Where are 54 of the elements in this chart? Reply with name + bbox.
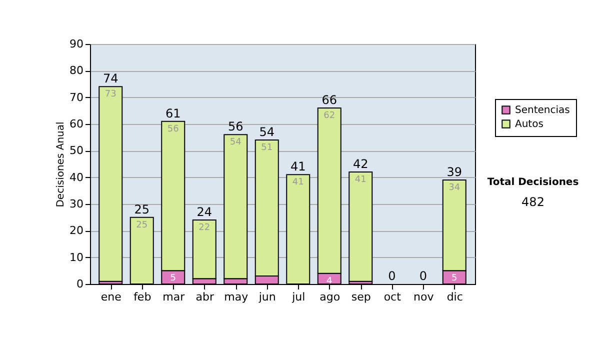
x-tick-label: mar xyxy=(162,290,186,304)
data-label: 5 xyxy=(170,274,176,284)
x-tick-label: jun xyxy=(258,290,276,304)
text: 482 xyxy=(522,195,544,209)
y-axis-title: Decisiones Anual xyxy=(56,122,67,208)
y-tick-label: 40 xyxy=(70,170,84,184)
total-label: 56 xyxy=(228,120,244,134)
y-tick-label: 20 xyxy=(70,224,84,238)
y-tick-label: 0 xyxy=(76,278,84,290)
x-tick-label: jul xyxy=(291,290,306,304)
data-label: 54 xyxy=(230,138,242,148)
x-tick-label: ago xyxy=(320,290,340,304)
x-tick-label: ene xyxy=(100,290,122,304)
total-label: 66 xyxy=(322,93,338,107)
y-tick-label: 90 xyxy=(70,38,84,50)
total-label: 0 xyxy=(388,269,396,283)
y-tick-label: 60 xyxy=(70,118,84,130)
data-label: 73 xyxy=(104,90,116,100)
data-label: 5 xyxy=(452,274,458,284)
data-label: 34 xyxy=(448,183,460,193)
y-tick-label: 70 xyxy=(70,90,84,104)
total-label: 24 xyxy=(196,205,212,219)
data-label: 41 xyxy=(292,178,304,188)
text: Total Decisiones xyxy=(487,177,579,188)
total-label: 42 xyxy=(352,157,368,171)
total-label: 54 xyxy=(259,125,275,139)
x-tick-label: feb xyxy=(134,290,152,304)
x-tick-label: sep xyxy=(351,290,371,304)
x-tick-label: abr xyxy=(196,290,214,304)
data-label: 4 xyxy=(326,276,333,286)
y-tick-label: 30 xyxy=(70,198,84,210)
x-tick-label: nov xyxy=(414,290,434,304)
x-tick-label: may xyxy=(224,290,249,304)
x-tick-label: dic xyxy=(446,290,463,304)
bar xyxy=(98,86,123,282)
y-tick-label: 50 xyxy=(70,144,84,158)
data-label: 22 xyxy=(198,223,210,233)
total-label: 39 xyxy=(446,165,462,179)
total-label: 61 xyxy=(165,106,181,120)
total-label: 41 xyxy=(290,160,306,174)
data-label: 51 xyxy=(261,143,273,153)
legend-label: Autos xyxy=(515,119,544,130)
data-label: 56 xyxy=(167,124,180,134)
total-label: 74 xyxy=(102,72,118,86)
data-label: 25 xyxy=(136,220,148,230)
bar xyxy=(348,172,373,282)
data-label: 62 xyxy=(324,111,336,121)
total-label: 0 xyxy=(419,269,427,283)
y-tick-label: 10 xyxy=(70,250,84,264)
legend-label: Sentencias xyxy=(515,105,570,116)
y-tick-label: 80 xyxy=(70,64,84,78)
data-label: 41 xyxy=(354,175,366,185)
total-label: 25 xyxy=(134,202,150,216)
x-tick-label: oct xyxy=(384,290,402,304)
